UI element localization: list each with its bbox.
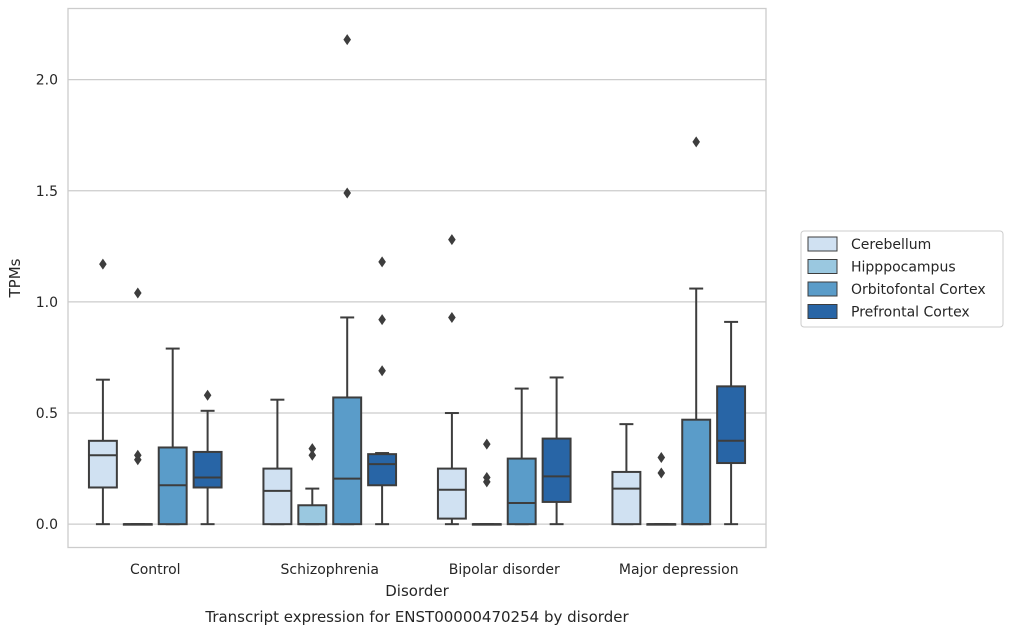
legend-label: Prefrontal Cortex (851, 305, 970, 321)
y-tick-label: 2.0 (36, 73, 58, 89)
legend-swatch (807, 259, 838, 274)
iqr-box (611, 470, 642, 526)
x-tick-label: Control (130, 562, 181, 578)
outlier-point (308, 443, 317, 455)
iqr-box (436, 467, 467, 520)
box-orbitofontal-cortex (506, 387, 537, 526)
iqr-box (262, 467, 293, 526)
box-hipppocampus (646, 451, 677, 526)
x-tick-label: Schizophrenia (281, 562, 379, 578)
legend-swatch (807, 236, 838, 252)
outlier-point (657, 467, 666, 479)
y-tick-label: 0.5 (36, 406, 58, 422)
x-tick-labels: Control Schizophrenia Bipolar disorder Majo… (130, 562, 739, 578)
box-cerebellum (87, 258, 118, 526)
iqr-box (332, 396, 363, 526)
box-hipppocampus (471, 438, 502, 526)
outlier-point (378, 256, 386, 268)
y-tick-label: 0.0 (36, 517, 58, 533)
box-prefrontal-cortex (541, 376, 572, 526)
box-orbitofontal-cortex (157, 347, 188, 526)
outlier-point (308, 449, 317, 461)
outlier-point (378, 314, 386, 326)
x-tick-label: Major depression (619, 562, 739, 578)
box-cerebellum (611, 423, 642, 526)
box-prefrontal-cortex (192, 389, 223, 526)
outlier-point (483, 438, 491, 450)
legend-frame (800, 230, 1004, 328)
legend-label: Cerebellum (851, 237, 931, 253)
outlier-point (203, 389, 212, 401)
iqr-box (87, 439, 118, 489)
x-axis-label: Disorder (385, 582, 449, 600)
y-tick-label: 1.5 (36, 184, 58, 200)
box-hipppocampus (122, 287, 153, 526)
box-orbitofontal-cortex (332, 34, 363, 526)
iqr-box (297, 504, 328, 526)
iqr-box (716, 385, 747, 465)
y-tick-labels: 0.0 0.5 1.0 1.5 2.0 (36, 73, 58, 534)
box-groups (87, 34, 747, 526)
outlier-point (448, 311, 456, 323)
outlier-point (134, 287, 142, 299)
legend-label: Orbitofontal Cortex (851, 282, 986, 298)
y-tick-label: 1.0 (36, 295, 58, 311)
box-cerebellum (262, 398, 293, 526)
outlier-point (378, 365, 386, 377)
legend-swatch (807, 281, 838, 297)
box-orbitofontal-cortex (681, 136, 712, 526)
outlier-point (99, 258, 107, 270)
outlier-point (134, 449, 142, 461)
outlier-point (343, 34, 351, 46)
iqr-box (367, 453, 398, 487)
outlier-point (448, 234, 456, 246)
legend: Cerebellum Hipppocampus Orbitofontal Corte… (800, 230, 1004, 328)
iqr-box (192, 450, 223, 489)
legend-swatch (807, 304, 838, 319)
box-prefrontal-cortex (367, 256, 398, 526)
x-tick-label: Bipolar disorder (449, 562, 560, 578)
outlier-point (483, 471, 491, 483)
iqr-box (506, 457, 537, 526)
iqr-box (681, 418, 712, 526)
box-hipppocampus (297, 443, 328, 526)
plot-frame (67, 7, 767, 549)
iqr-box (541, 437, 572, 503)
legend-label: Hipppocampus (851, 260, 956, 276)
chart-caption: Transcript expression for ENST0000047025… (204, 608, 629, 626)
outlier-point (692, 136, 700, 148)
box-cerebellum (436, 234, 467, 526)
outlier-point (343, 187, 351, 199)
outlier-point (657, 451, 666, 463)
y-axis-label: TPMs (6, 258, 24, 298)
box-prefrontal-cortex (716, 320, 747, 526)
